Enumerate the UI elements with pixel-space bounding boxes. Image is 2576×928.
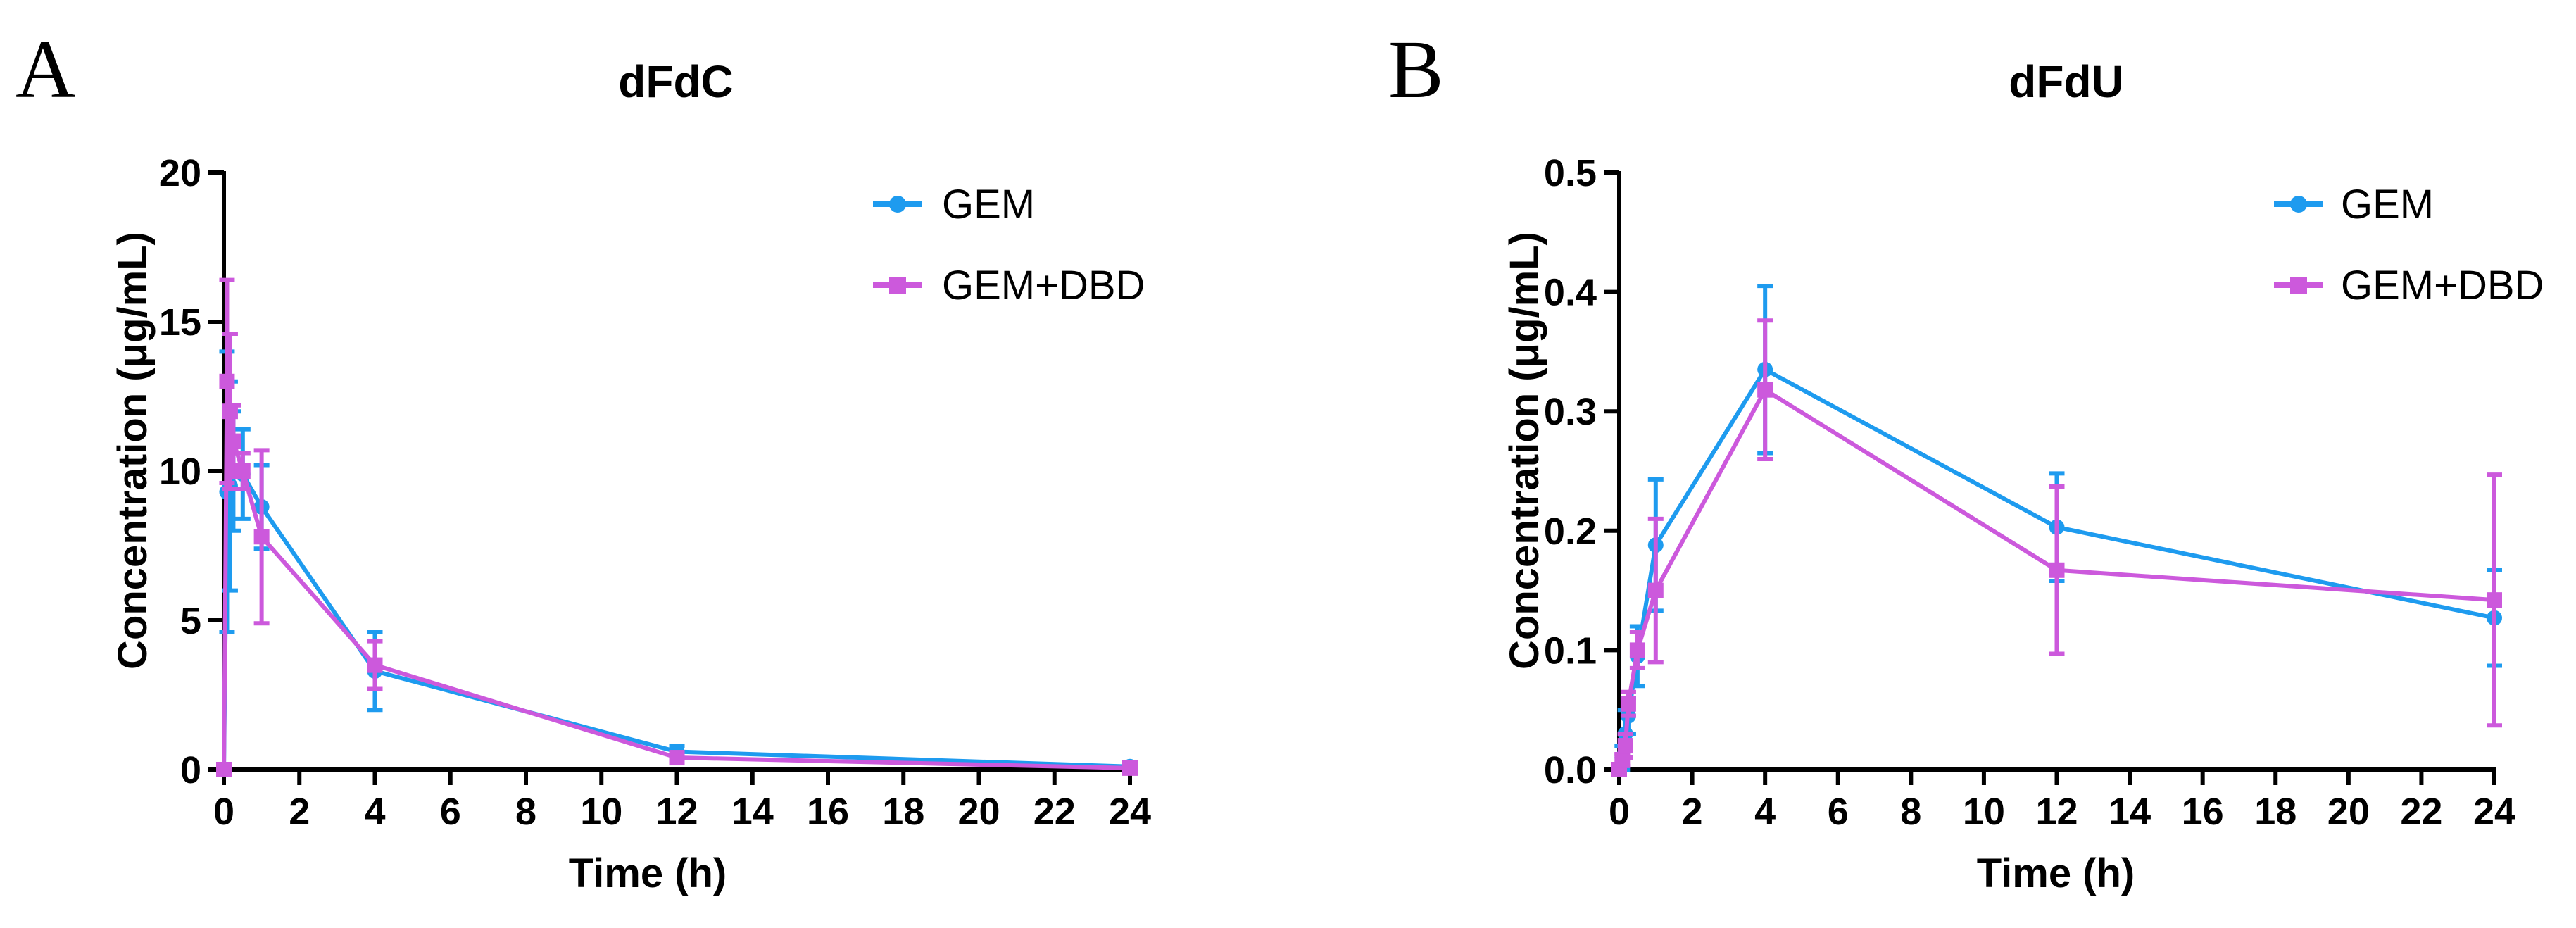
series-gem-dbd: [216, 277, 1138, 777]
y-tick-label: 0: [180, 749, 201, 791]
x-tick-label: 8: [1900, 791, 1921, 833]
legend-marker: [889, 196, 906, 213]
y-tick-label: 5: [180, 600, 201, 642]
x-tick-label: 12: [2035, 791, 2078, 833]
series-line: [222, 469, 1131, 770]
legend-dfdc: GEM GEM+DBD: [873, 182, 1145, 308]
x-tick-label: 6: [1828, 791, 1849, 833]
x-tick-label: 8: [515, 791, 536, 833]
x-tick-label: 0: [213, 791, 234, 833]
legend-dfdu: GEM GEM+DBD: [2274, 182, 2544, 308]
x-tick-label: 22: [2400, 791, 2442, 833]
chart-dfdc: A dFdC Concentration (μg/mL) Time (h) 0 2…: [15, 23, 1151, 896]
data-point: [1614, 752, 1631, 768]
data-point: [219, 373, 235, 389]
plot-area-dfdu: [1611, 284, 2502, 777]
chart-title-dfdc: dFdC: [618, 56, 734, 107]
x-tick-label: 22: [1033, 791, 1076, 833]
legend-label-gem: GEM: [942, 182, 1035, 227]
y-tick-label: 10: [159, 451, 201, 493]
data-point: [1620, 696, 1636, 712]
series-gem: [216, 349, 1138, 777]
x-tick-label: 2: [289, 791, 310, 833]
data-point: [1757, 382, 1773, 398]
x-tick-label: 14: [2109, 791, 2151, 833]
chart-dfdu: B dFdU Concentration (μg/mL) Time (h) 0 2…: [1388, 23, 2544, 896]
y-tick-label: 0.1: [1544, 629, 1597, 672]
data-point: [1629, 642, 1645, 658]
data-point: [1122, 760, 1138, 776]
y-axis-label-dfdu: Concentration (μg/mL): [1502, 232, 1547, 670]
x-tick-label: 2: [1682, 791, 1703, 833]
y-tick-label: 0.5: [1544, 152, 1597, 194]
legend-marker: [2290, 277, 2307, 294]
plot-area-dfdc: [216, 277, 1138, 777]
panel-label-a: A: [15, 23, 75, 115]
ticks-dfdu: 0 2 4 6 8 10 12 14 16 18 20 22 240.00.10.20.30.40.5: [1544, 152, 2515, 833]
data-point: [2049, 562, 2065, 578]
x-tick-label: 20: [2327, 791, 2370, 833]
x-axis-label-dfdu: Time (h): [1977, 851, 2135, 896]
y-tick-label: 15: [159, 301, 201, 344]
y-axis-label-dfdc: Concentration (μg/mL): [110, 232, 156, 670]
data-point: [669, 750, 685, 766]
data-point: [1647, 582, 1664, 598]
data-point: [367, 657, 383, 673]
data-point: [253, 529, 270, 545]
panel-label-b: B: [1388, 23, 1444, 115]
x-axis-label-dfdc: Time (h): [569, 851, 727, 896]
data-point: [2487, 592, 2502, 608]
x-tick-label: 4: [364, 791, 385, 833]
x-tick-label: 18: [2254, 791, 2297, 833]
x-tick-label: 16: [807, 791, 849, 833]
x-tick-label: 12: [655, 791, 698, 833]
legend-label-gem: GEM: [2341, 182, 2434, 227]
x-tick-label: 4: [1754, 791, 1776, 833]
data-point: [225, 433, 241, 449]
data-point: [216, 762, 232, 777]
y-tick-label: 0.0: [1544, 749, 1597, 791]
data-point: [234, 463, 251, 479]
y-tick-label: 0.3: [1544, 391, 1597, 433]
series-line: [222, 379, 1131, 770]
x-tick-label: 14: [731, 791, 774, 833]
x-tick-label: 0: [1609, 791, 1630, 833]
series-gem-dbd: [1611, 318, 2502, 777]
legend-label-gem-dbd: GEM+DBD: [2341, 263, 2544, 308]
legend-marker: [889, 277, 906, 294]
legend-marker: [2290, 196, 2307, 213]
y-tick-label: 0.2: [1544, 510, 1597, 553]
y-tick-label: 20: [159, 152, 201, 194]
x-tick-label: 6: [440, 791, 461, 833]
x-tick-label: 24: [1109, 791, 1151, 833]
x-tick-label: 24: [2473, 791, 2515, 833]
x-tick-label: 20: [957, 791, 1000, 833]
data-point: [1617, 738, 1633, 754]
x-tick-label: 10: [580, 791, 622, 833]
y-tick-label: 0.4: [1544, 272, 1597, 314]
x-tick-label: 10: [1963, 791, 2005, 833]
x-tick-label: 18: [882, 791, 924, 833]
legend-label-gem-dbd: GEM+DBD: [942, 263, 1145, 308]
chart-title-dfdu: dFdU: [2009, 56, 2124, 107]
x-tick-label: 16: [2182, 791, 2224, 833]
